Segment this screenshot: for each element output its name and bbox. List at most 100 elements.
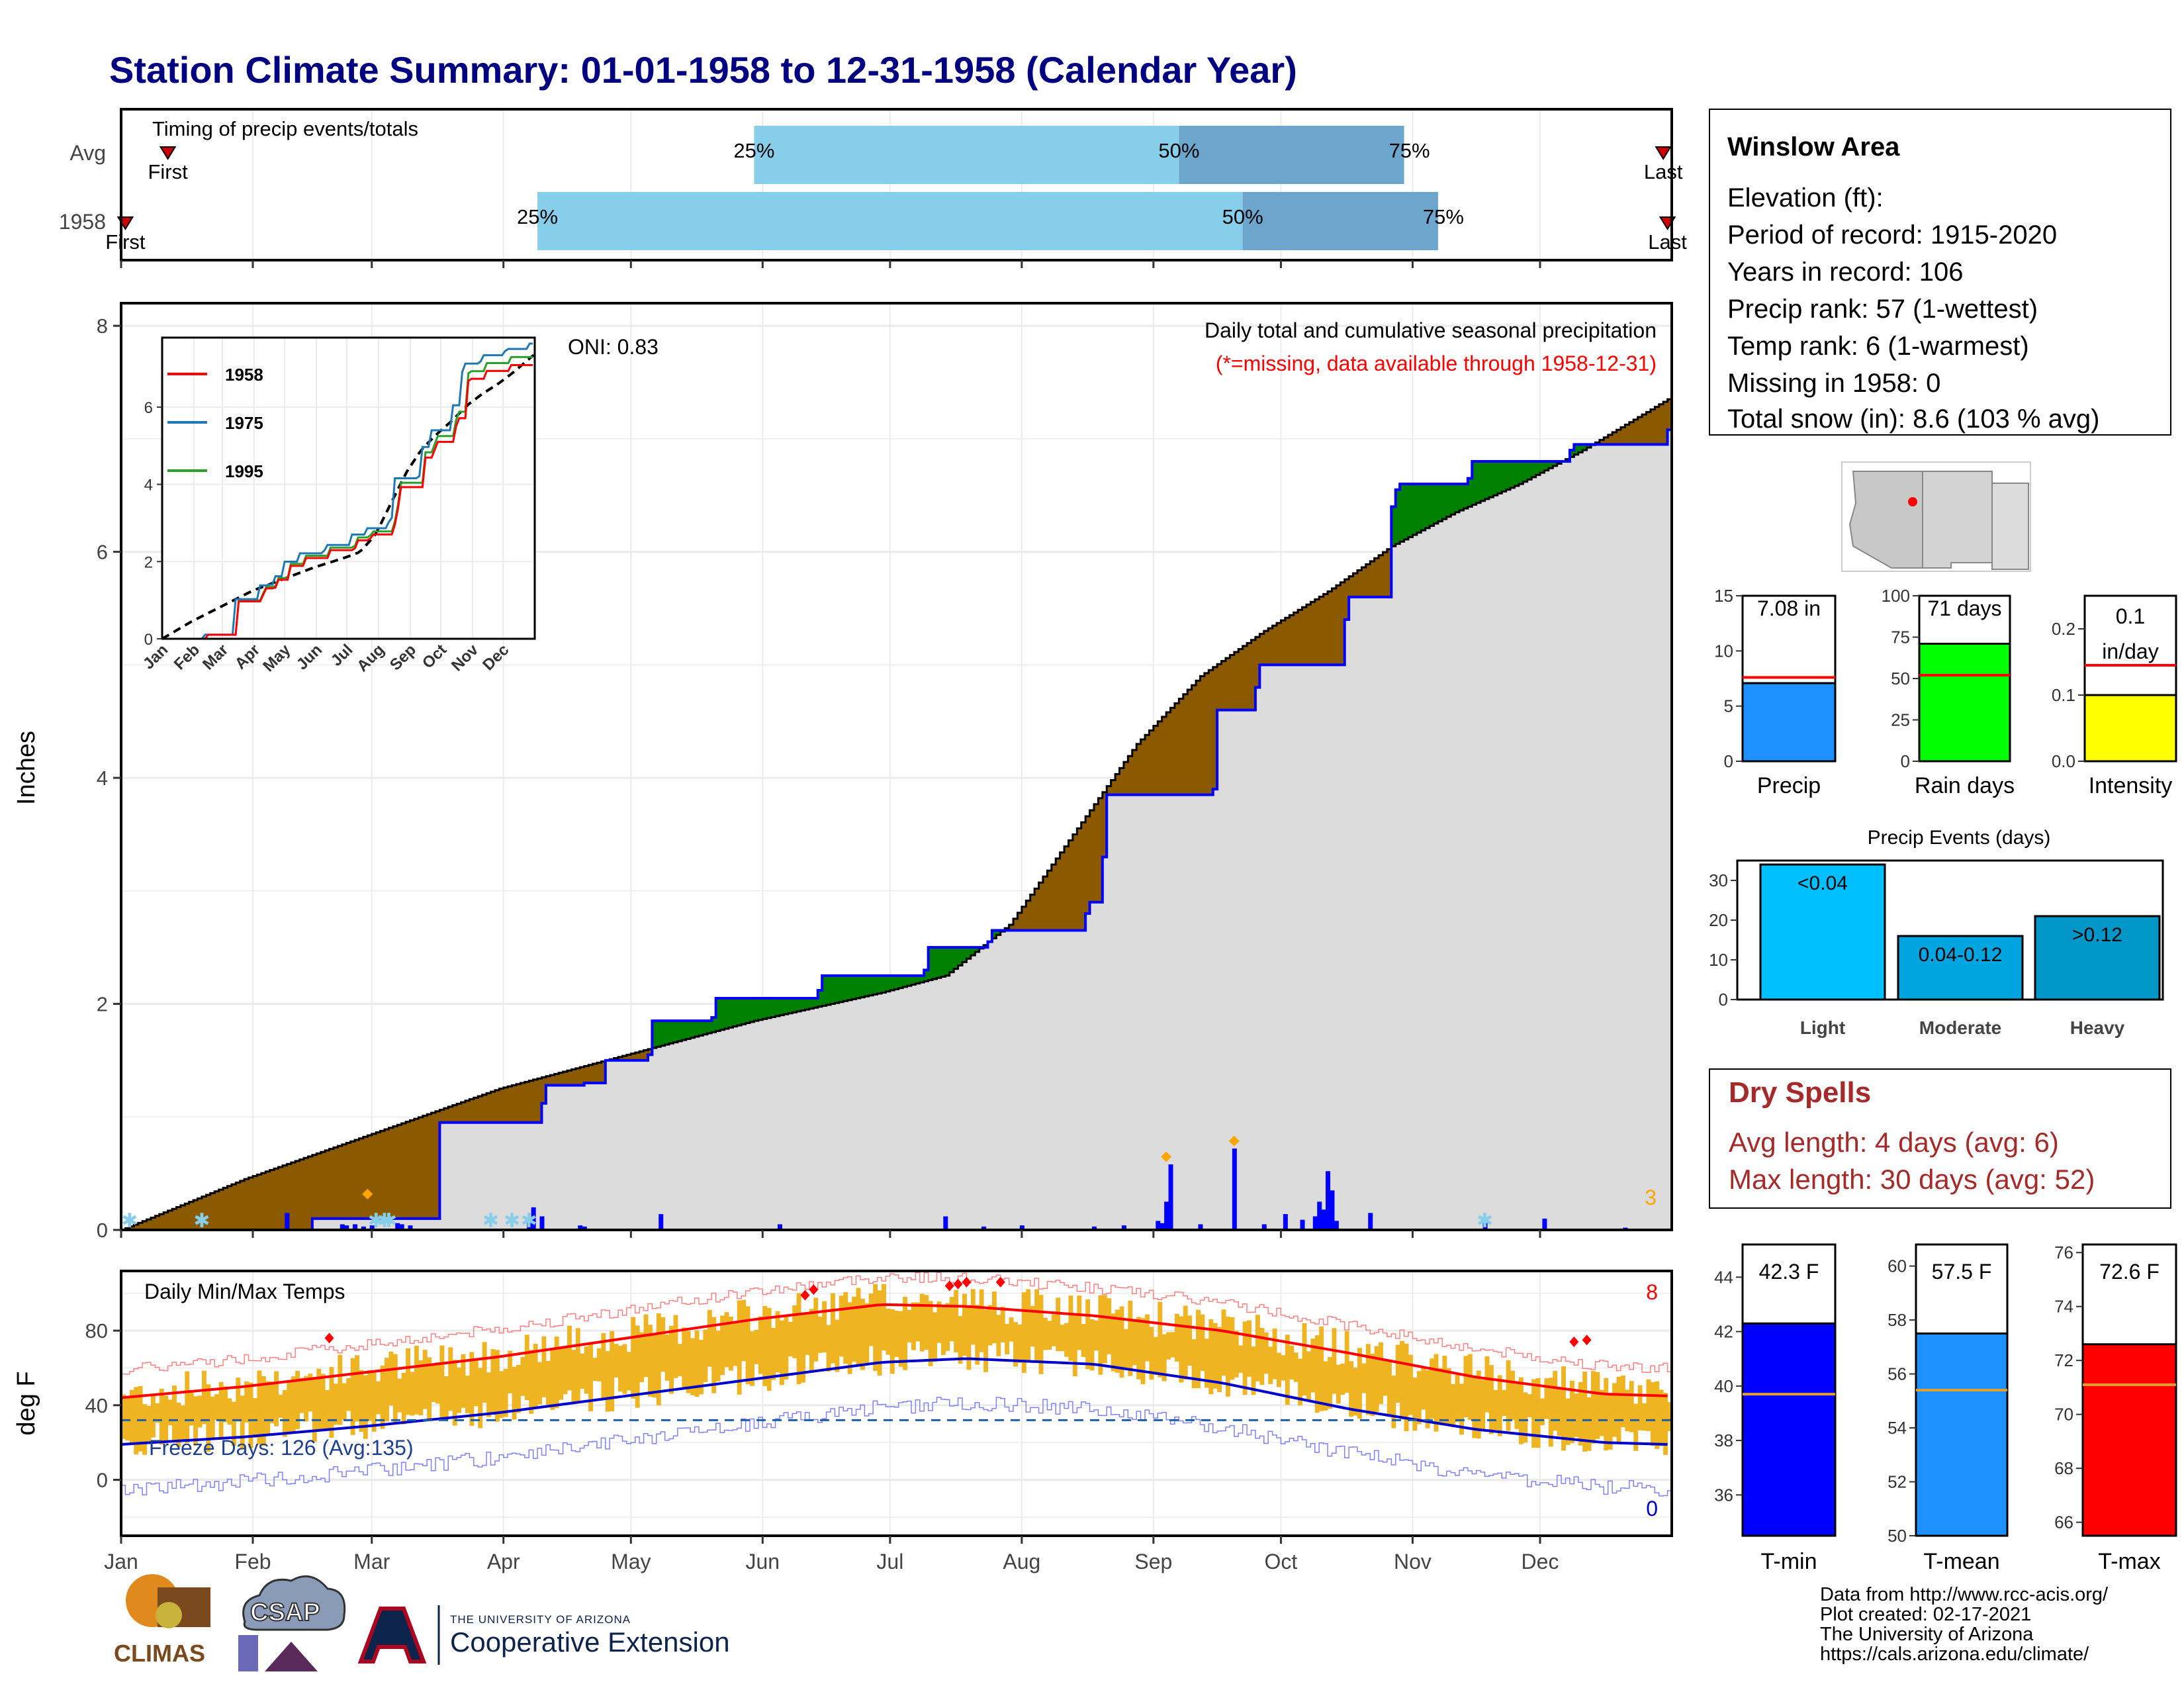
precip-record-marker-2 [1228,1135,1240,1147]
events-bar-label-2: >0.12 [2072,924,2122,946]
daily-precip-bar-58 [361,1226,366,1230]
daily-temp-bar-120 [626,1352,631,1391]
daily-temp-bar-364 [1663,1393,1668,1455]
cumulative-diff-day-281 [1310,602,1316,665]
temp-ytick-label-0: 0 [97,1468,108,1491]
cumulative-diff-day-207 [996,930,1001,935]
daily-temp-bar-99 [537,1362,542,1405]
daily-temp-bar-204 [983,1309,989,1372]
daily-temp-bar-264 [1238,1345,1244,1373]
daily-precip-bar-204 [981,1226,987,1230]
temp-bar-2-tick-label-4: 74 [2054,1297,2073,1317]
mini-bar-1-tick-label-4: 100 [1882,586,1910,606]
daily-precip-bar-128 [659,1214,664,1230]
daily-temp-bar-329 [1514,1383,1520,1429]
cumulative-diff-day-231 [1098,798,1103,902]
cumulative-diff-day-216 [1034,888,1040,931]
daily-temp-bar-42 [295,1370,300,1429]
daily-temp-bar-267 [1251,1346,1256,1395]
daily-precip-bar-248 [1168,1164,1173,1230]
daily-temp-bar-231 [1098,1295,1103,1375]
cumulative-diff-day-42 [295,1160,300,1230]
cumulative-diff-day-326 [1502,461,1507,492]
timing-p75-label-row1: 75% [1423,205,1464,228]
climas-logo-text: CLIMAS [114,1640,205,1667]
daily-precip-bar-109 [578,1225,583,1230]
precip-y-axis: 0 2 4 6 8 [97,314,121,1242]
cumulative-diff-day-17 [189,1201,194,1230]
dry-spells-frame [1709,1068,2171,1209]
footer-line-university: The University of Arizona [1820,1624,2034,1645]
cumulative-diff-day-137 [699,1021,704,1036]
daily-temp-bar-344 [1578,1382,1583,1446]
daily-temp-bar-190 [924,1295,929,1350]
cumulative-diff-day-300 [1391,506,1396,547]
precip-ytick-label-2: 4 [97,767,108,790]
daily-temp-bar-213 [1021,1292,1026,1373]
cumulative-diff-day-93 [512,1085,517,1123]
temp-bar-1-tick-label-1: 52 [1888,1472,1907,1492]
cumulative-diff-day-145 [733,998,738,1027]
daily-temp-bar-139 [707,1309,712,1367]
cumulative-diff-day-92 [508,1086,513,1123]
precip-note-2: (*=missing, data available through 1958-… [1216,352,1657,375]
daily-temp-bar-90 [499,1371,504,1418]
temp-bar-1-tick-label-3: 56 [1888,1364,1907,1384]
daily-temp-bar-189 [919,1293,925,1352]
daily-temp-bar-262 [1230,1317,1235,1380]
cumulative-diff-day-229 [1089,810,1095,902]
daily-temp-bar-80 [457,1367,462,1413]
daily-precip-bar-279 [1300,1219,1305,1230]
cumulative-diff-day-108 [575,1068,580,1086]
cumulative-diff-day-262 [1230,655,1235,710]
precip-y-axis-title: Inches [13,731,40,805]
cumulative-diff-day-265 [1242,645,1248,710]
daily-temp-bar-102 [550,1349,555,1410]
daily-temp-bar-255 [1200,1314,1205,1371]
daily-temp-bar-182 [889,1309,895,1374]
temp-chart [120,1272,1672,1497]
daily-temp-bar-319 [1472,1376,1477,1438]
daily-temp-bar-96 [524,1335,529,1401]
precip-events-title: Precip Events (days) [1868,827,2051,849]
month-label-9: Oct [1265,1550,1298,1573]
cumulative-diff-day-4 [134,1225,139,1230]
daily-temp-bar-29 [240,1395,245,1450]
daily-temp-bar-65 [392,1354,398,1423]
daily-temp-bar-94 [516,1365,521,1413]
cumulative-diff-day-59 [367,1135,373,1219]
mini-bar-2-tick-label-2: 0.2 [2052,619,2075,639]
daily-temp-bar-289 [1344,1331,1349,1393]
cumulative-diff-day-147 [741,998,747,1025]
daily-temp-bar-207 [996,1315,1001,1356]
cumulative-diff-day-332 [1527,461,1532,480]
daily-temp-bar-296 [1374,1346,1379,1412]
daily-temp-bar-40 [287,1380,292,1434]
daily-temp-bar-162 [805,1312,810,1355]
daily-temp-bar-222 [1060,1325,1065,1352]
cumulative-diff-day-28 [236,1182,241,1230]
timing-p50-label-row0: 50% [1158,139,1199,162]
cumulative-diff-day-170 [839,975,844,1002]
daily-temp-bar-167 [826,1325,831,1372]
cumulative-diff-day-296 [1374,558,1379,597]
daily-temp-bar-174 [856,1288,861,1366]
daily-temp-bar-125 [647,1325,653,1397]
daily-temp-bar-62 [380,1365,385,1429]
record-min-line [121,1397,1672,1497]
daily-temp-bar-177 [868,1293,874,1346]
cumulative-diff-day-303 [1404,484,1409,539]
cumulative-diff-day-82 [465,1100,470,1123]
daily-temp-bar-3 [129,1389,134,1444]
cumulative-diff-day-271 [1268,628,1273,665]
inset-ytick-label-3: 6 [144,399,153,417]
events-bar-1 [1897,935,2024,1001]
cumulative-diff-day-10 [159,1214,164,1230]
daily-temp-bar-191 [928,1301,933,1366]
timing-bars: 25% 50% 75% First Last 25% 50% 75% First Last [105,126,1687,254]
daily-temp-bar-85 [478,1368,483,1429]
timing-label: Timing of precip events/totals [152,117,418,140]
daily-temp-bar-232 [1102,1295,1107,1364]
